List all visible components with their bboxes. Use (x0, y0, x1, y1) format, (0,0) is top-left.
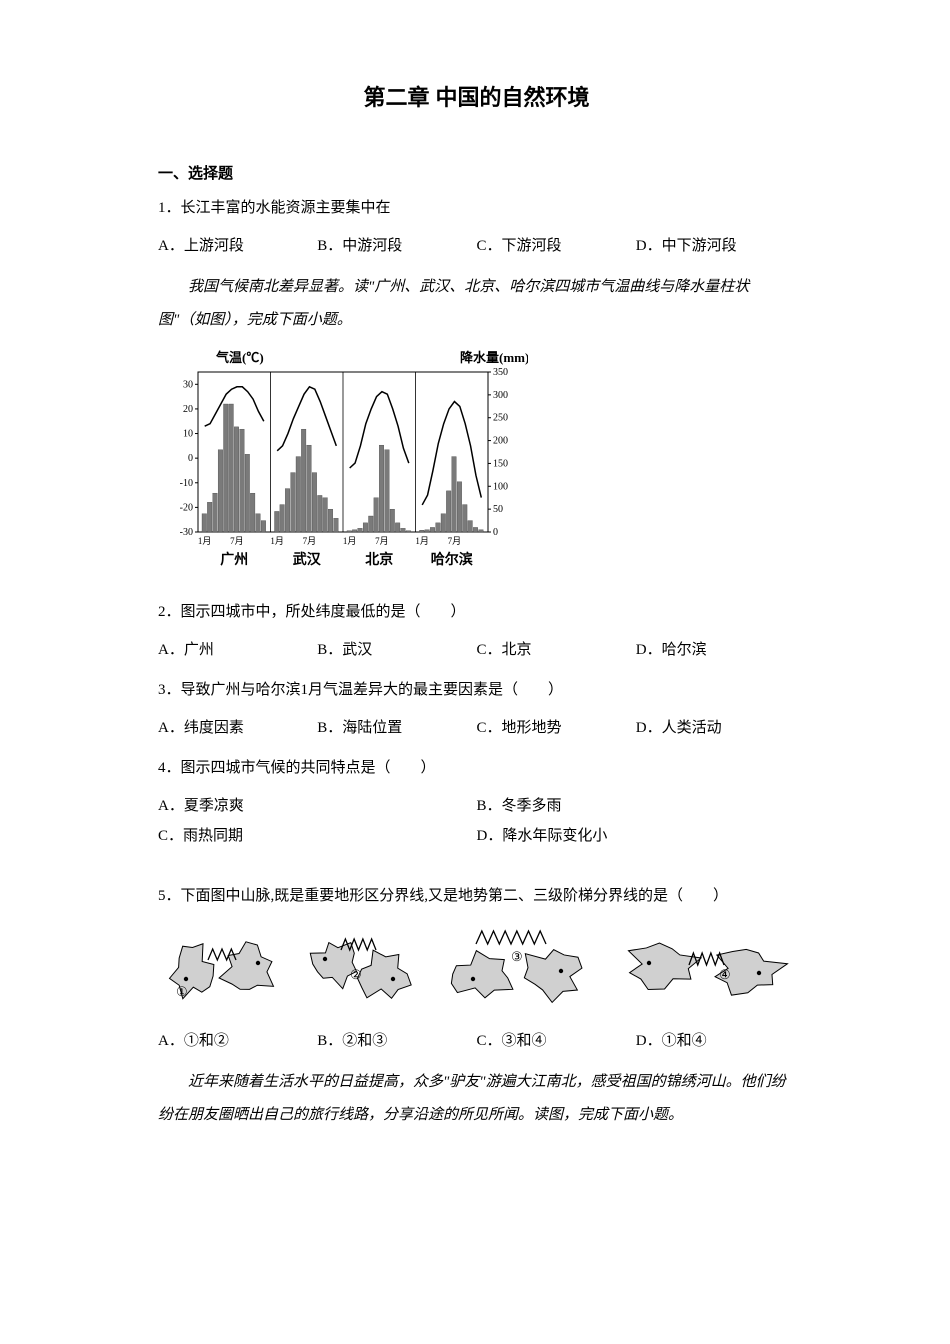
svg-text:30: 30 (183, 379, 193, 390)
svg-text:1月: 1月 (343, 536, 357, 546)
svg-text:150: 150 (493, 458, 508, 469)
option-b: B．武汉 (317, 635, 476, 665)
svg-text:7月: 7月 (230, 536, 244, 546)
map-3: ③ (431, 921, 599, 1011)
option-d: D．人类活动 (636, 713, 795, 743)
svg-text:①: ① (176, 984, 188, 999)
question-3: 3．导致广州与哈尔滨1月气温差异大的最主要因素是（ ） (158, 675, 795, 705)
svg-text:300: 300 (493, 390, 508, 401)
climate-chart-svg: 气温(℃)降水量(mm)3020100-10-20-30350300250200… (158, 347, 528, 577)
map-4: ④ (607, 921, 795, 1011)
question-4: 4．图示四城市气候的共同特点是（ ） (158, 753, 795, 783)
svg-text:20: 20 (183, 404, 193, 415)
svg-text:-10: -10 (180, 478, 193, 489)
map-2: ② (295, 921, 424, 1011)
option-b: B．②和③ (317, 1026, 476, 1056)
question-2: 2．图示四城市中，所处纬度最低的是（ ） (158, 597, 795, 627)
question-5: 5．下面图中山脉,既是重要地形区分界线,又是地势第二、三级阶梯分界线的是（ ） (158, 881, 795, 911)
svg-text:广州: 广州 (220, 551, 248, 568)
option-b: B．中游河段 (317, 231, 476, 261)
svg-text:北京: 北京 (365, 551, 393, 568)
svg-text:350: 350 (493, 367, 508, 378)
option-a: A．上游河段 (158, 231, 317, 261)
svg-text:②: ② (350, 967, 362, 982)
svg-text:250: 250 (493, 413, 508, 424)
question-5-options: A．①和② B．②和③ C．③和④ D．①和④ (158, 1026, 795, 1056)
page-title: 第二章 中国的自然环境 (158, 80, 795, 112)
svg-text:7月: 7月 (375, 536, 389, 546)
climate-chart: 气温(℃)降水量(mm)3020100-10-20-30350300250200… (158, 347, 795, 577)
passage-travel: 近年来随着生活水平的日益提高，众多"驴友"游遍大江南北，感受祖国的锦绣河山。他们… (158, 1066, 795, 1132)
svg-text:武汉: 武汉 (293, 551, 322, 568)
question-2-options: A．广州 B．武汉 C．北京 D．哈尔滨 (158, 635, 795, 665)
svg-text:降水量(mm): 降水量(mm) (460, 350, 528, 365)
passage-climate: 我国气候南北差异显著。读"广州、武汉、北京、哈尔滨四城市气温曲线与降水量柱状图"… (158, 271, 795, 337)
svg-text:哈尔滨: 哈尔滨 (431, 551, 473, 568)
svg-text:50: 50 (493, 504, 503, 515)
svg-text:10: 10 (183, 429, 193, 440)
svg-text:1月: 1月 (198, 536, 212, 546)
question-4-options: A．夏季凉爽 B．冬季多雨 C．雨热同期 D．降水年际变化小 (158, 791, 795, 851)
option-c: C．北京 (477, 635, 636, 665)
svg-text:④: ④ (719, 967, 731, 982)
option-c: C．③和④ (477, 1026, 636, 1056)
option-b: B．冬季多雨 (477, 791, 796, 821)
question-3-options: A．纬度因素 B．海陆位置 C．地形地势 D．人类活动 (158, 713, 795, 743)
svg-text:7月: 7月 (303, 536, 317, 546)
option-b: B．海陆位置 (317, 713, 476, 743)
option-d: D．中下游河段 (636, 231, 795, 261)
svg-text:1月: 1月 (270, 536, 284, 546)
option-a: A．广州 (158, 635, 317, 665)
option-a: A．纬度因素 (158, 713, 317, 743)
svg-text:0: 0 (493, 527, 498, 538)
question-1-options: A．上游河段 B．中游河段 C．下游河段 D．中下游河段 (158, 231, 795, 261)
svg-text:200: 200 (493, 436, 508, 447)
svg-text:1月: 1月 (415, 536, 429, 546)
option-c: C．地形地势 (477, 713, 636, 743)
option-d: D．降水年际变化小 (477, 821, 796, 851)
question-1: 1．长江丰富的水能资源主要集中在 (158, 193, 795, 223)
map-1: ① (158, 921, 287, 1011)
option-a: A．夏季凉爽 (158, 791, 477, 821)
option-d: D．哈尔滨 (636, 635, 795, 665)
option-c: C．雨热同期 (158, 821, 477, 851)
section-heading: 一、选择题 (158, 162, 795, 183)
svg-text:-20: -20 (180, 502, 193, 513)
svg-text:0: 0 (188, 453, 193, 464)
svg-text:③: ③ (511, 949, 523, 964)
svg-text:-30: -30 (180, 527, 193, 538)
svg-text:气温(℃): 气温(℃) (216, 350, 264, 365)
option-d: D．①和④ (636, 1026, 795, 1056)
svg-text:100: 100 (493, 481, 508, 492)
option-a: A．①和② (158, 1026, 317, 1056)
option-c: C．下游河段 (477, 231, 636, 261)
svg-text:7月: 7月 (448, 536, 462, 546)
maps-row: ① ② ③ ④ (158, 921, 795, 1011)
